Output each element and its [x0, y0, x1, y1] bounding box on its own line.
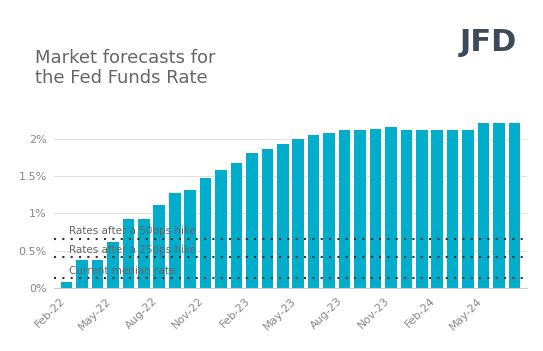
- Bar: [200, 178, 211, 288]
- Bar: [493, 123, 504, 288]
- Bar: [246, 153, 258, 288]
- Text: JFD: JFD: [460, 28, 517, 57]
- Bar: [107, 242, 119, 288]
- Bar: [154, 205, 165, 288]
- Bar: [231, 163, 242, 288]
- Bar: [185, 190, 196, 288]
- Bar: [138, 219, 150, 288]
- Text: Rates after a 50bps hike: Rates after a 50bps hike: [69, 226, 196, 236]
- Bar: [323, 133, 335, 288]
- Bar: [401, 130, 412, 288]
- Bar: [123, 219, 134, 288]
- Bar: [169, 193, 180, 288]
- Bar: [509, 123, 520, 288]
- Bar: [277, 144, 288, 288]
- Bar: [215, 170, 227, 288]
- Bar: [354, 130, 366, 288]
- Bar: [370, 130, 381, 288]
- Bar: [447, 130, 458, 288]
- Bar: [339, 130, 350, 288]
- Bar: [308, 135, 319, 288]
- Bar: [262, 149, 273, 288]
- Bar: [478, 123, 489, 288]
- Bar: [462, 130, 474, 288]
- Bar: [416, 130, 427, 288]
- Bar: [61, 282, 72, 288]
- Text: Current median rate: Current median rate: [69, 266, 175, 276]
- Bar: [385, 126, 396, 288]
- Text: Rates after a 25bps hike: Rates after a 25bps hike: [69, 245, 196, 255]
- Bar: [92, 260, 103, 288]
- Bar: [293, 139, 304, 288]
- Bar: [77, 260, 88, 288]
- Text: Market forecasts for
the Fed Funds Rate: Market forecasts for the Fed Funds Rate: [35, 48, 216, 87]
- Bar: [431, 130, 443, 288]
